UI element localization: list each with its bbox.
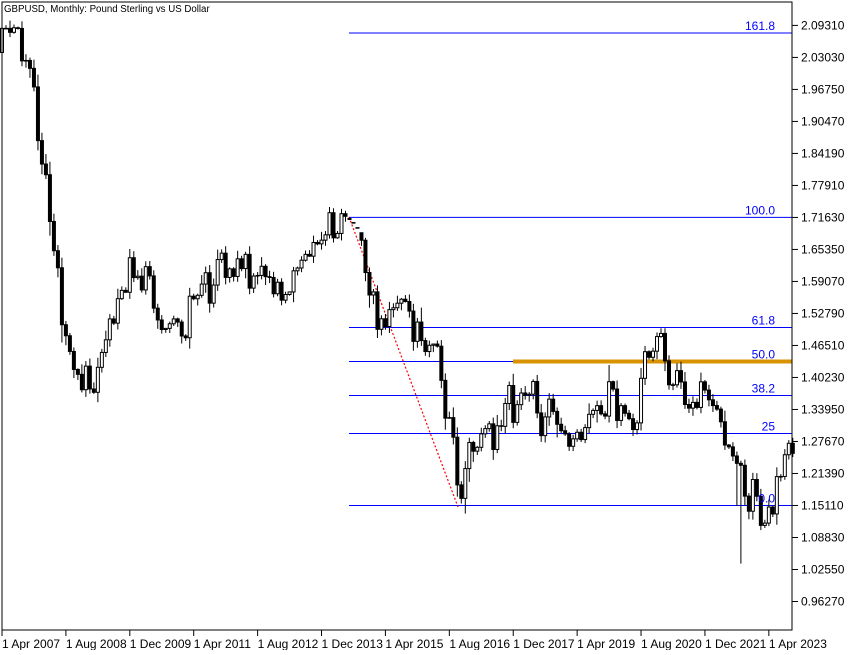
- svg-text:38.2: 38.2: [752, 381, 776, 395]
- svg-text:1.08830: 1.08830: [801, 530, 845, 544]
- svg-text:GBPUSD, Monthly: Pound Sterli: GBPUSD, Monthly: Pound Sterling vs US Do…: [4, 4, 210, 15]
- svg-text:1 Dec 2009: 1 Dec 2009: [130, 637, 192, 650]
- svg-text:1.96750: 1.96750: [801, 82, 845, 96]
- svg-text:1.21390: 1.21390: [801, 466, 845, 480]
- svg-text:1 Aug 2020: 1 Aug 2020: [641, 637, 702, 650]
- svg-text:1 Dec 2013: 1 Dec 2013: [322, 637, 384, 650]
- svg-text:1 Apr 2007: 1 Apr 2007: [2, 637, 60, 650]
- svg-text:1.90470: 1.90470: [801, 114, 845, 128]
- svg-text:1 Apr 2011: 1 Apr 2011: [194, 637, 251, 650]
- svg-text:1.33950: 1.33950: [801, 402, 845, 416]
- svg-text:1.77910: 1.77910: [801, 178, 845, 192]
- svg-text:1.52790: 1.52790: [801, 306, 845, 320]
- svg-text:1.65350: 1.65350: [801, 242, 845, 256]
- svg-text:1 Apr 2015: 1 Apr 2015: [385, 637, 443, 650]
- svg-text:1.84190: 1.84190: [801, 146, 845, 160]
- svg-text:0.0: 0.0: [758, 491, 775, 505]
- svg-text:2.03030: 2.03030: [801, 50, 845, 64]
- svg-text:1.71630: 1.71630: [801, 210, 845, 224]
- svg-text:1.40230: 1.40230: [801, 370, 845, 384]
- svg-text:1 Dec 2021: 1 Dec 2021: [705, 637, 767, 650]
- svg-text:0.96270: 0.96270: [801, 595, 845, 609]
- svg-text:1.46510: 1.46510: [801, 338, 845, 352]
- svg-text:1.02550: 1.02550: [801, 562, 845, 576]
- svg-text:161.8: 161.8: [745, 19, 775, 33]
- svg-text:1 Apr 2023: 1 Apr 2023: [769, 637, 827, 650]
- svg-text:1.27670: 1.27670: [801, 434, 845, 448]
- svg-text:50.0: 50.0: [752, 347, 776, 361]
- svg-text:1 Aug 2016: 1 Aug 2016: [449, 637, 510, 650]
- svg-text:1 Aug 2012: 1 Aug 2012: [258, 637, 319, 650]
- svg-text:25: 25: [762, 419, 776, 433]
- svg-text:61.8: 61.8: [752, 313, 776, 327]
- svg-text:2.09310: 2.09310: [801, 18, 845, 32]
- svg-text:100.0: 100.0: [745, 203, 775, 217]
- svg-text:1 Dec 2017: 1 Dec 2017: [513, 637, 575, 650]
- svg-text:1.59070: 1.59070: [801, 274, 845, 288]
- svg-text:1.15110: 1.15110: [801, 498, 844, 512]
- svg-text:1 Aug 2008: 1 Aug 2008: [66, 637, 127, 650]
- svg-text:1 Apr 2019: 1 Apr 2019: [577, 637, 635, 650]
